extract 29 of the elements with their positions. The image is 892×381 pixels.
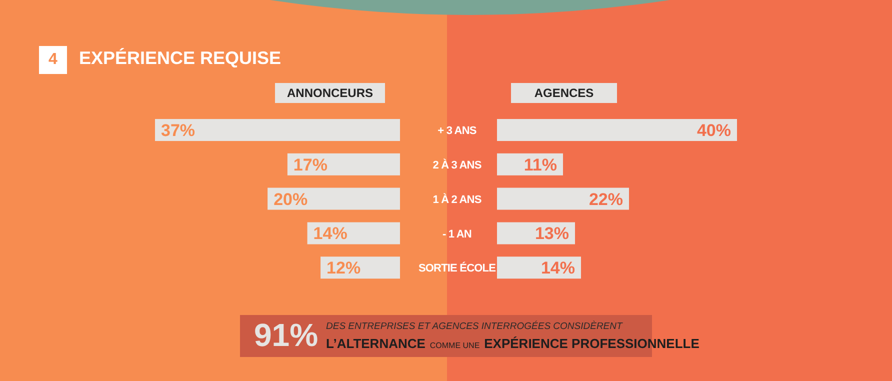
data-label: 14% [540,258,575,278]
chart-title: EXPÉRIENCE REQUISE [79,48,282,69]
data-label: 20% [274,190,308,209]
data-label: 12% [326,258,361,278]
data-label: 13% [534,224,569,244]
text: L’ALTERNANCE [326,336,426,351]
y-tick-label: + 3 ANS [438,125,476,138]
data-label: 11% [524,155,557,174]
text: 4 [39,46,67,74]
text: EXPÉRIENCE PROFESSIONNELLE [484,336,700,351]
data-label: 22% [588,190,623,209]
text: COMME UNE [430,341,480,350]
bar [497,188,629,210]
bar [287,153,400,176]
y-tick-label: SORTIE ÉCOLE [418,262,496,275]
data-label: 17% [293,155,328,174]
bar [268,188,400,210]
bar [497,119,737,141]
bar [155,119,400,141]
data-label: 14% [313,224,348,244]
text: 91% [254,317,318,354]
y-tick-label: 1 À 2 ANS [432,192,482,206]
data-label: 40% [696,121,731,140]
y-tick-label: 2 À 3 ANS [432,158,482,172]
text: DES ENTREPRISES ET AGENCES INTERROGÉES CONSIDÈRENT [326,321,622,332]
y-tick-label: - 1 AN [442,228,472,240]
data-label: 37% [161,121,196,140]
series-label: AGENCES [511,83,617,103]
series-label: ANNONCEURS [275,83,385,103]
